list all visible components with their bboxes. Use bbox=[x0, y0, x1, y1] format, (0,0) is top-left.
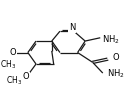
Text: N: N bbox=[69, 23, 75, 32]
Text: O: O bbox=[10, 48, 16, 57]
Text: O: O bbox=[22, 72, 29, 81]
Text: CH$_3$: CH$_3$ bbox=[6, 74, 22, 87]
Text: NH$_2$: NH$_2$ bbox=[107, 68, 124, 80]
Text: NH$_2$: NH$_2$ bbox=[102, 34, 119, 46]
Text: O: O bbox=[112, 53, 119, 62]
Text: CH$_3$: CH$_3$ bbox=[0, 59, 16, 71]
